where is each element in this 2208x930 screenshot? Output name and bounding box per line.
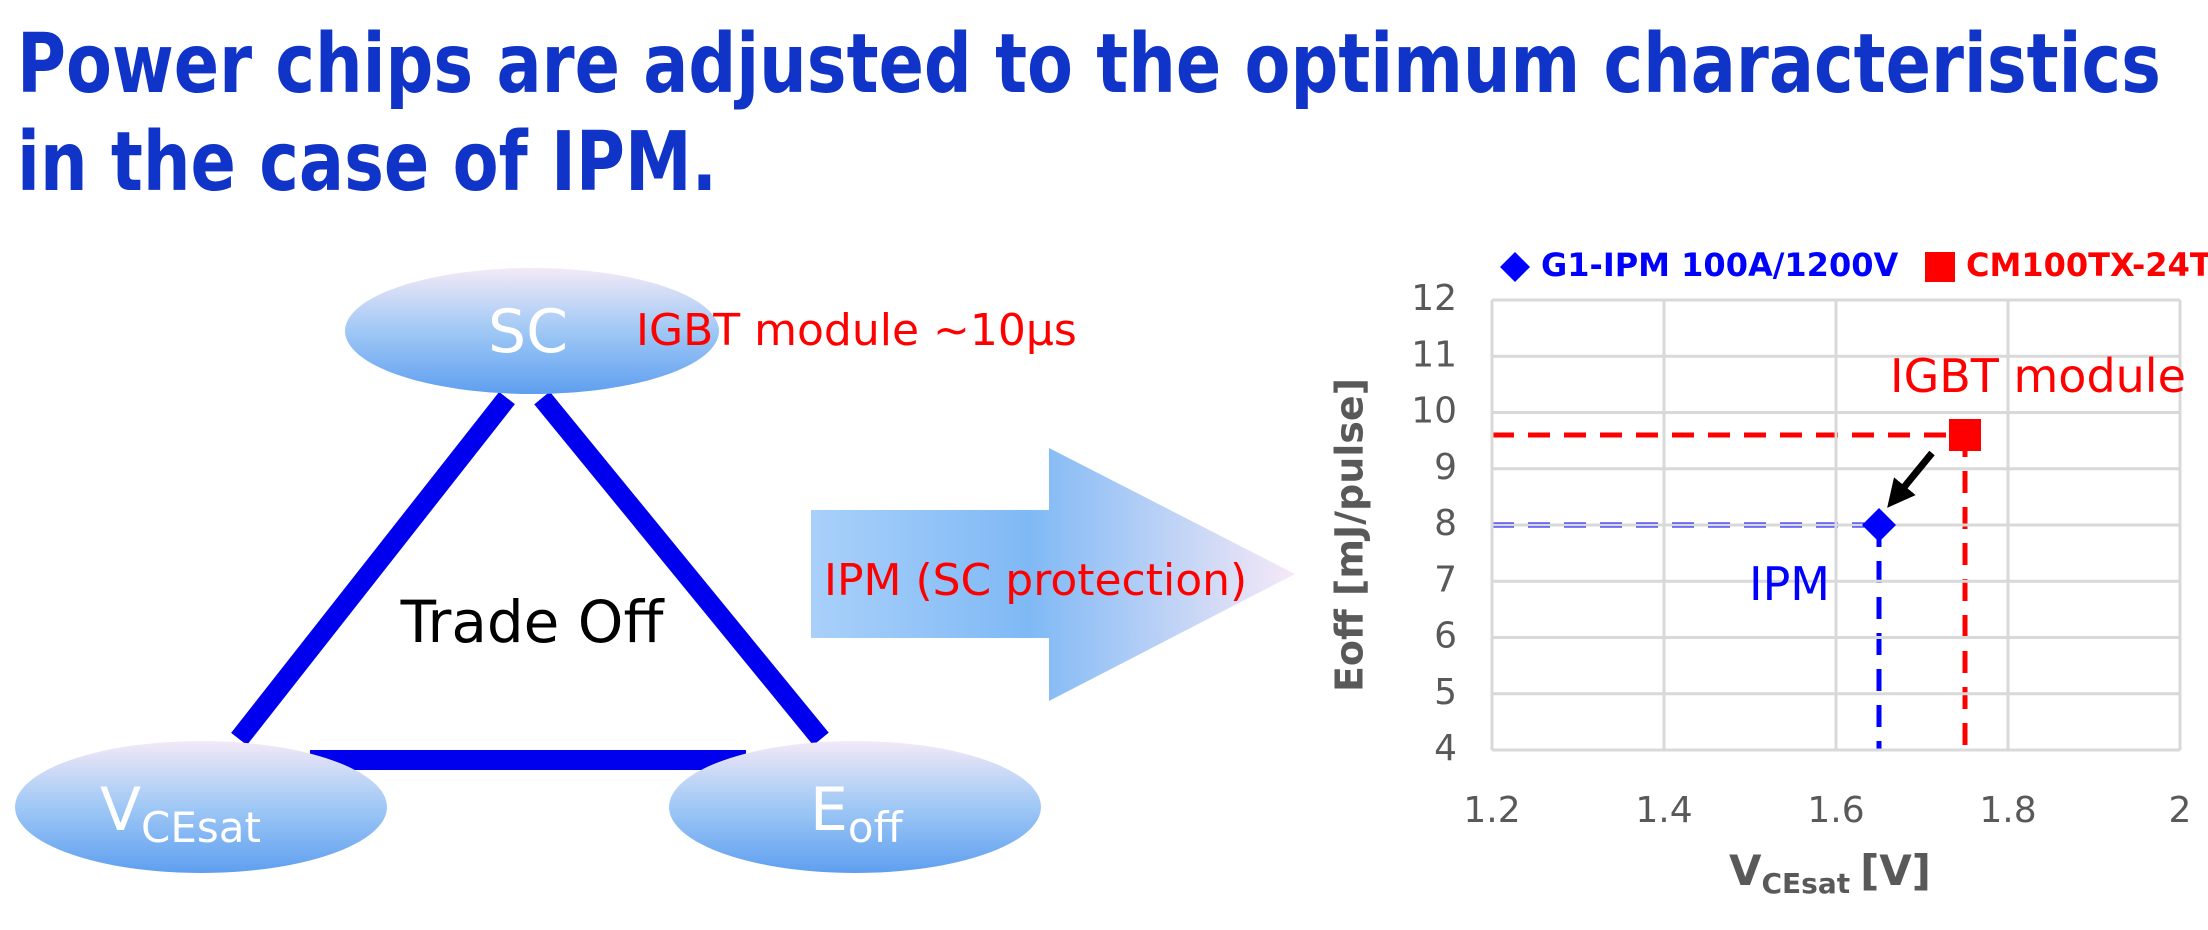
node-label: VCEsat: [100, 775, 261, 852]
chart: Eoff [mJ/pulse] VCEsat [V] 4 5 6 7 8 9 10 11 12 1.…: [1328, 246, 2208, 900]
node-ellipse: [345, 268, 719, 394]
y-axis-label: Eoff [mJ/pulse]: [1328, 378, 1372, 692]
block-arrow: [811, 448, 1295, 701]
y-tick-label: 12: [1411, 278, 1457, 319]
title: Power chips are adjusted to the optimum …: [17, 17, 2161, 210]
x-tick-label: 1.6: [1807, 790, 1864, 831]
x-axis-label-main: V: [1729, 846, 1762, 895]
node-ellipse: [669, 741, 1041, 873]
y-tick-label: 7: [1434, 559, 1457, 600]
triangle: [231, 391, 829, 770]
legend-marker: [1925, 252, 1955, 282]
legend-label: G1-IPM 100A/1200V: [1541, 246, 1898, 284]
x-tick-label: 1.4: [1635, 790, 1692, 831]
x-tick-label: 2: [2169, 790, 2192, 831]
point: [1949, 419, 1981, 451]
y-tick-label: 11: [1411, 334, 1457, 375]
y-tick-label: 9: [1434, 447, 1457, 488]
point: [1862, 508, 1896, 542]
title-line: in the case of IPM.: [17, 115, 717, 210]
y-tick-label: 8: [1434, 503, 1457, 544]
legend-marker: [1500, 252, 1530, 282]
edge: [231, 391, 515, 746]
node-label-main: E: [810, 775, 848, 845]
x-axis-label: VCEsat [V]: [1729, 846, 1931, 900]
annotation: IPM: [1749, 557, 1830, 611]
legend-label: CM100TX-24T: [1966, 246, 2208, 284]
x-axis-label-sub: CEsat: [1761, 867, 1850, 900]
x-tick-label: 1.2: [1463, 790, 1520, 831]
node-ellipse: [15, 741, 387, 873]
annotation: IGBT module: [1890, 349, 2186, 403]
x-axis-label-unit: [V]: [1860, 846, 1931, 895]
title-line: Power chips are adjusted to the optimum …: [17, 17, 2161, 112]
node-label-sub: CEsat: [141, 803, 261, 852]
node-label: SC: [488, 297, 568, 367]
y-tick-label: 10: [1411, 391, 1457, 432]
pointer-arrow: [1887, 450, 1935, 508]
node-label-main: V: [100, 775, 141, 845]
y-tick-label: 5: [1434, 672, 1457, 713]
note: IGBT module ~10µs: [636, 305, 1077, 356]
edge: [534, 391, 829, 746]
center-label: Trade Off: [400, 588, 666, 656]
x-tick-label: 1.8: [1979, 790, 2036, 831]
y-tick-label: 4: [1434, 728, 1457, 769]
y-tick-label: 6: [1434, 616, 1457, 657]
node-label: Eoff: [810, 775, 904, 852]
arrow-label: IPM (SC protection): [824, 555, 1247, 606]
node-label-sub: off: [848, 803, 904, 852]
